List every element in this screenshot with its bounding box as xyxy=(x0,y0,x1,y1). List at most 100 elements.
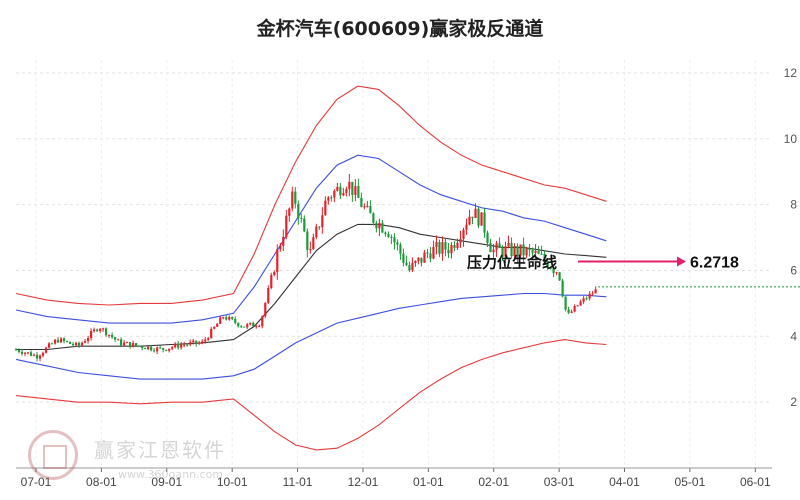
candle-body xyxy=(117,339,120,341)
candle-body xyxy=(114,337,117,340)
watermark: 赢家江恩软件 www.360gann.com xyxy=(22,428,252,488)
candle-body xyxy=(126,342,129,344)
x-tick-label: 10-01 xyxy=(217,475,248,489)
candle-body xyxy=(507,243,510,247)
candle-body xyxy=(198,342,201,344)
candle-body xyxy=(162,348,165,350)
candle-body xyxy=(270,275,273,289)
candle-body xyxy=(447,249,450,254)
candle-body xyxy=(258,326,261,328)
y-tick-label: 6 xyxy=(790,263,797,277)
candle-body xyxy=(132,343,135,348)
candle-body xyxy=(306,231,309,250)
candle-body xyxy=(71,343,75,346)
candle-body xyxy=(324,200,327,216)
candle-body xyxy=(249,322,252,325)
candle-body xyxy=(486,232,489,244)
candle-body xyxy=(543,253,546,261)
candle-body xyxy=(294,191,297,204)
candle-body xyxy=(399,244,402,254)
candle-body xyxy=(393,237,396,243)
candle-body xyxy=(186,344,189,346)
candle-body xyxy=(104,328,108,336)
annotation-layer: 压力位生命线 6.2718 xyxy=(467,254,800,288)
candle-body xyxy=(168,348,171,351)
candle-body xyxy=(468,216,471,225)
candle-body xyxy=(38,355,42,359)
candle-body xyxy=(330,197,333,199)
candle-body xyxy=(192,340,195,343)
candle-body xyxy=(453,245,456,248)
candle-body xyxy=(210,328,213,339)
candle-body xyxy=(489,243,492,253)
candle-body xyxy=(327,197,330,201)
candle-body xyxy=(255,326,258,328)
candle-body xyxy=(354,186,357,195)
candle-body xyxy=(465,224,468,230)
pressure-line-label: 压力位生命线 xyxy=(467,254,557,272)
candle-body xyxy=(56,339,60,343)
candle-body xyxy=(561,280,564,297)
candle-body xyxy=(264,302,267,317)
candle-body xyxy=(582,298,585,302)
candle-body xyxy=(237,322,240,327)
candle-body xyxy=(312,237,315,250)
candle-body xyxy=(459,238,462,243)
grid-lines xyxy=(16,60,772,468)
candle-body xyxy=(80,342,84,346)
y-tick-label: 4 xyxy=(790,329,797,343)
y-tick-label: 8 xyxy=(790,198,797,212)
candle-body xyxy=(555,272,558,274)
candle-body xyxy=(225,317,228,320)
candle-body xyxy=(62,338,66,342)
x-tick-label: 01-01 xyxy=(413,475,444,489)
candle-body xyxy=(183,344,186,346)
candle-body xyxy=(492,249,495,253)
candle-body xyxy=(357,186,360,198)
y-tick-label: 12 xyxy=(784,66,798,80)
candle-body xyxy=(438,242,441,254)
candle-body xyxy=(153,350,156,352)
candle-body xyxy=(267,288,270,303)
candle-body xyxy=(231,317,234,319)
candle-body xyxy=(588,293,591,299)
candle-body xyxy=(369,205,372,214)
candles xyxy=(14,173,597,362)
pressure-arrow-head-icon xyxy=(677,256,686,267)
candle-body xyxy=(83,341,87,343)
outer-lower-band-line xyxy=(15,339,607,451)
candle-body xyxy=(576,305,579,307)
candle-body xyxy=(65,341,69,343)
candle-body xyxy=(534,250,537,253)
candle-body xyxy=(336,186,339,191)
candle-body xyxy=(501,247,504,257)
candle-body xyxy=(531,249,534,253)
candle-body xyxy=(135,343,138,346)
candle-body xyxy=(282,237,285,246)
candle-body xyxy=(108,334,111,336)
candle-body xyxy=(14,349,18,351)
candle-body xyxy=(504,246,507,257)
candle-body xyxy=(456,242,459,248)
candle-body xyxy=(32,354,36,356)
candle-body xyxy=(318,226,321,228)
candle-body xyxy=(309,249,312,251)
candle-body xyxy=(74,342,78,346)
channel-bands xyxy=(15,85,607,451)
candle-body xyxy=(432,246,435,259)
candle-body xyxy=(546,260,549,268)
candle-body xyxy=(86,338,90,342)
candle-body xyxy=(41,352,45,356)
candle-body xyxy=(366,205,369,207)
candle-body xyxy=(138,345,141,347)
candle-body xyxy=(288,208,291,216)
chart-title: 金杯汽车(600609)赢家极反通道 xyxy=(256,18,544,40)
candle-body xyxy=(567,309,570,313)
candle-body xyxy=(558,272,561,281)
candle-body xyxy=(189,342,192,345)
candle-body xyxy=(549,267,552,269)
candle-body xyxy=(29,352,33,356)
watermark-name: 赢家江恩软件 xyxy=(94,438,226,462)
candle-body xyxy=(201,341,204,343)
candle-body xyxy=(213,326,216,329)
